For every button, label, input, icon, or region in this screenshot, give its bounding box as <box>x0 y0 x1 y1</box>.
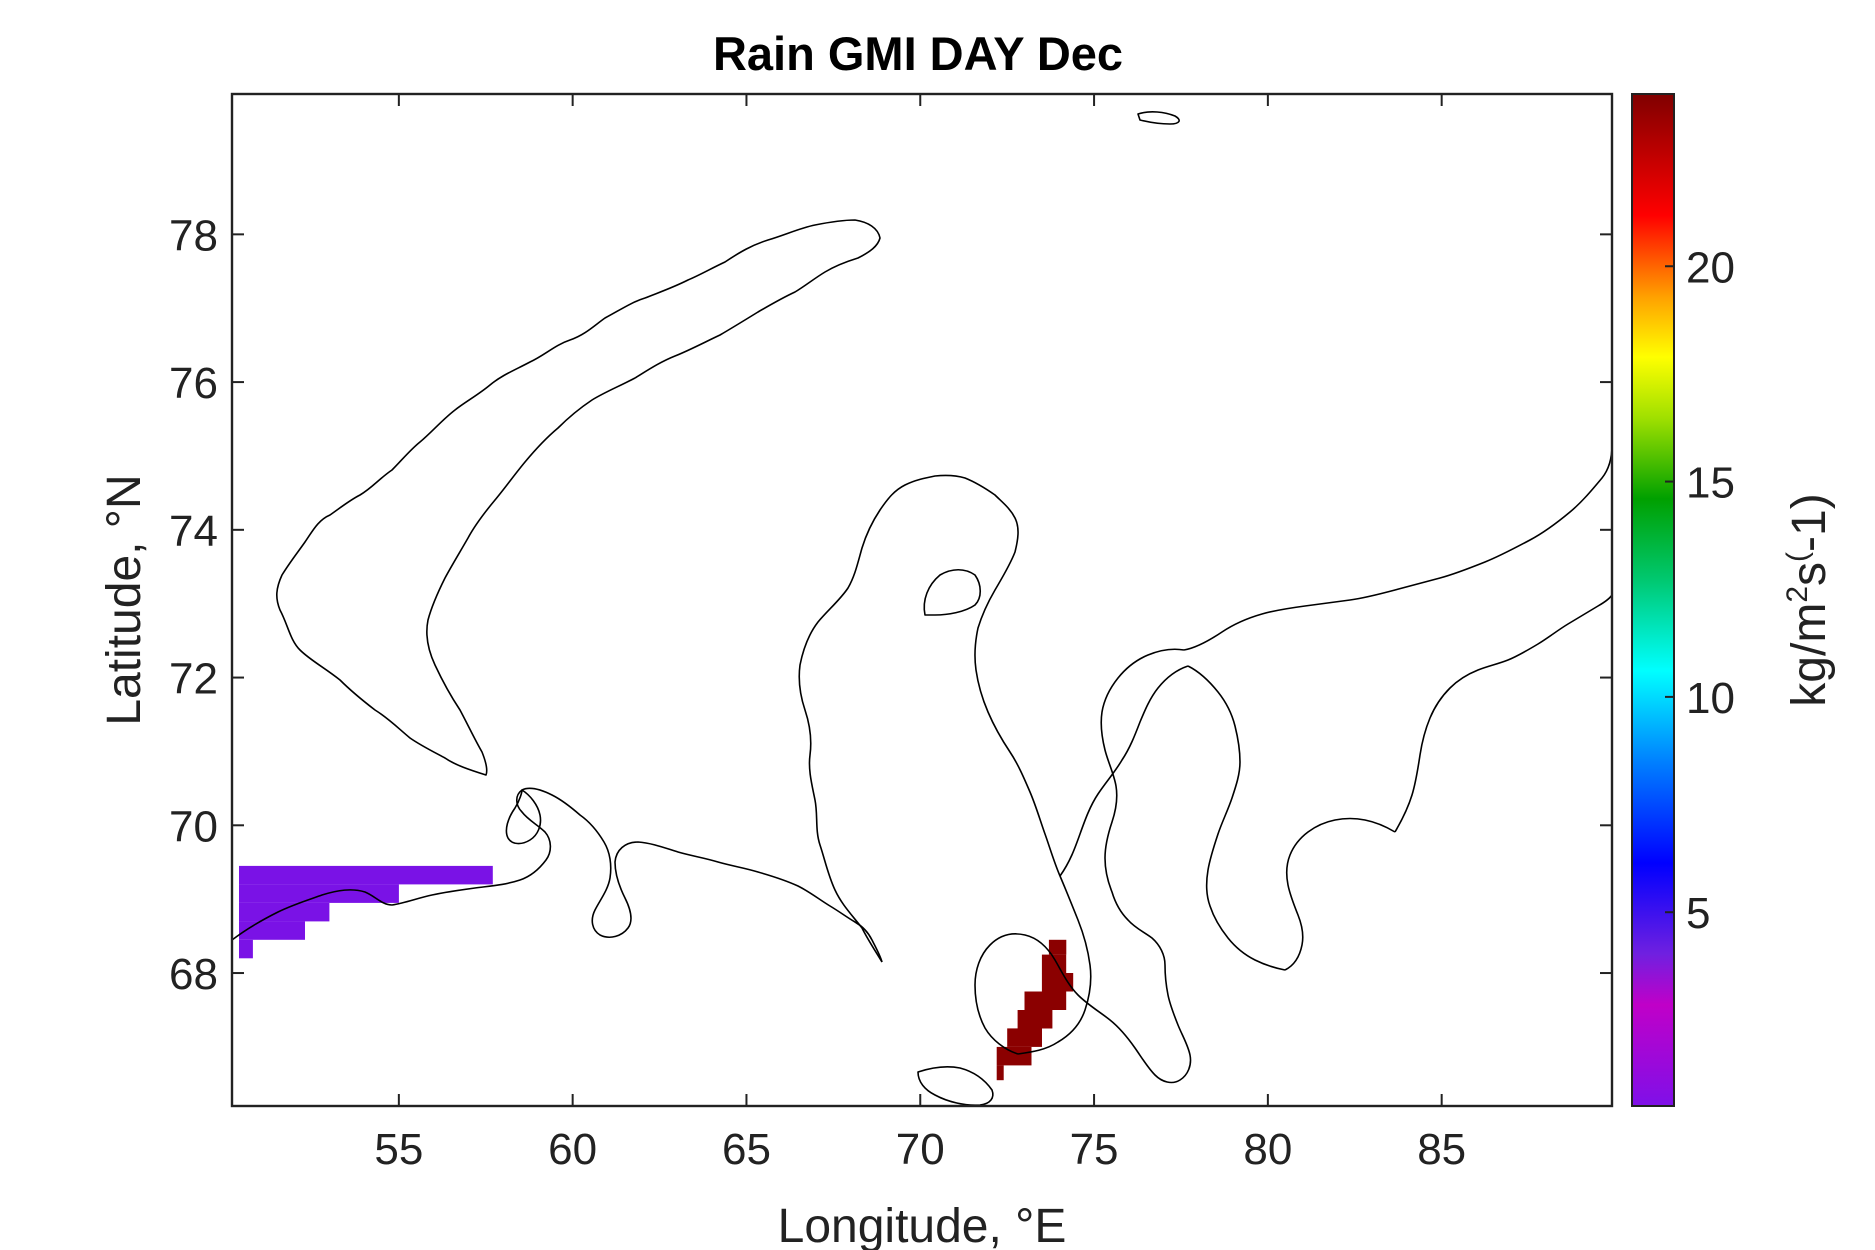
x-tick-label-70: 70 <box>896 1125 945 1174</box>
rain-cell-4 <box>239 939 253 959</box>
rain-cell-8 <box>1024 991 1067 1010</box>
y-axis: 68 70 72 74 76 78 <box>169 211 1612 999</box>
coastline-mainland-west <box>231 787 883 963</box>
rain-cell-5 <box>1048 939 1067 955</box>
colorbar-tick-label-10: 10 <box>1686 674 1735 723</box>
y-tick-label-70: 70 <box>169 802 218 851</box>
coastline-taz-estuary <box>1187 665 1286 971</box>
rain-cell-1 <box>239 884 399 903</box>
coastline-baydaratskaya <box>917 1065 994 1106</box>
y-axis-label: Latitude, °N <box>98 474 151 725</box>
coastline-ob-gulf-east <box>1059 665 1189 877</box>
rain-cell-10 <box>1007 1028 1042 1047</box>
x-axis-label: Longitude, °E <box>778 1200 1067 1250</box>
coastline-novaya-zemlya <box>276 219 881 776</box>
x-tick-label-55: 55 <box>374 1125 423 1174</box>
x-tick-label-65: 65 <box>722 1125 771 1174</box>
colorbar-label: kg/m2s(-1) <box>1781 493 1836 706</box>
colorbar-label-sup1: 2 <box>1781 586 1814 603</box>
colorbar-ticks: 5 10 15 20 <box>1665 243 1735 938</box>
rain-cell-3 <box>239 921 305 940</box>
x-tick-label-85: 85 <box>1417 1125 1466 1174</box>
coastline <box>231 111 1613 1106</box>
rain-cell-12 <box>996 1065 1004 1081</box>
coastline-taimyr <box>1183 444 1613 651</box>
coastline-vaygach <box>505 789 542 845</box>
coastline-yenisei <box>1284 817 1396 971</box>
x-tick-label-75: 75 <box>1070 1125 1119 1174</box>
colorbar-tick-label-5: 5 <box>1686 889 1710 938</box>
x-tick-label-80: 80 <box>1243 1125 1292 1174</box>
y-tick-label-78: 78 <box>169 211 218 260</box>
coastline-gydan-ob <box>974 648 1192 1084</box>
rain-cell-11 <box>996 1046 1032 1066</box>
coastline-severnaya-east <box>1394 594 1613 833</box>
colorbar-label-part1: kg/m <box>1783 603 1836 707</box>
rain-cells <box>239 865 1074 1081</box>
y-tick-label-72: 72 <box>169 655 218 704</box>
rain-cell-9 <box>1017 1010 1053 1029</box>
plot-background <box>232 94 1612 1106</box>
colorbar-tick-label-15: 15 <box>1686 459 1735 508</box>
rain-cell-2 <box>239 902 330 922</box>
x-tick-label-60: 60 <box>548 1125 597 1174</box>
y-tick-label-68: 68 <box>169 950 218 999</box>
y-tick-label-74: 74 <box>169 507 218 556</box>
colorbar-label-part2: s <box>1783 562 1836 586</box>
plot-area <box>231 94 1613 1106</box>
colorbar-tick-label-20: 20 <box>1686 243 1735 292</box>
colorbar-label-part3: -1) <box>1783 493 1836 552</box>
plot-frame <box>230 92 1614 1108</box>
rain-cell-0 <box>239 865 493 885</box>
chart-title: Rain GMI DAY Dec <box>713 27 1123 80</box>
coastline-islands-north <box>1137 111 1180 125</box>
y-tick-label-76: 76 <box>169 359 218 408</box>
colorbar-label-sup2: ( <box>1781 552 1814 562</box>
x-axis: 55 60 65 70 75 80 85 <box>374 94 1466 1174</box>
coastline-bely-island <box>923 568 982 616</box>
colorbar <box>1631 93 1675 1107</box>
